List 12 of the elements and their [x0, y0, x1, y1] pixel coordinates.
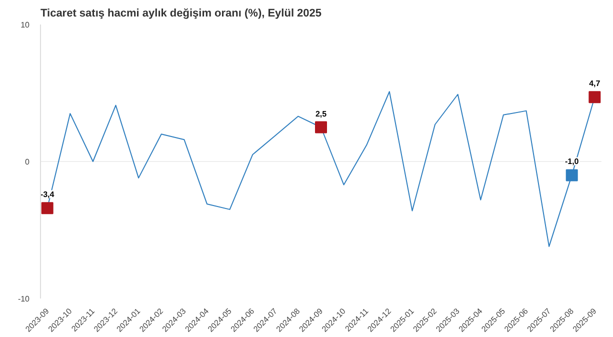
chart-title: Ticaret satış hacmi aylık değişim oranı (%), Eylül 2025 — [40, 8, 322, 20]
y-tick-label: 0 — [25, 158, 30, 166]
point — [41, 202, 54, 214]
data-label: -3,4 — [40, 190, 55, 200]
data-label: 2,5 — [315, 109, 328, 118]
point — [566, 169, 578, 182]
y-tick-label: -10 — [18, 294, 30, 304]
point — [588, 91, 601, 104]
data-label: 4,7 — [589, 79, 601, 88]
y-tick-label: 10 — [20, 20, 30, 30]
point — [315, 121, 327, 134]
data-label: -1,0 — [564, 157, 580, 166]
